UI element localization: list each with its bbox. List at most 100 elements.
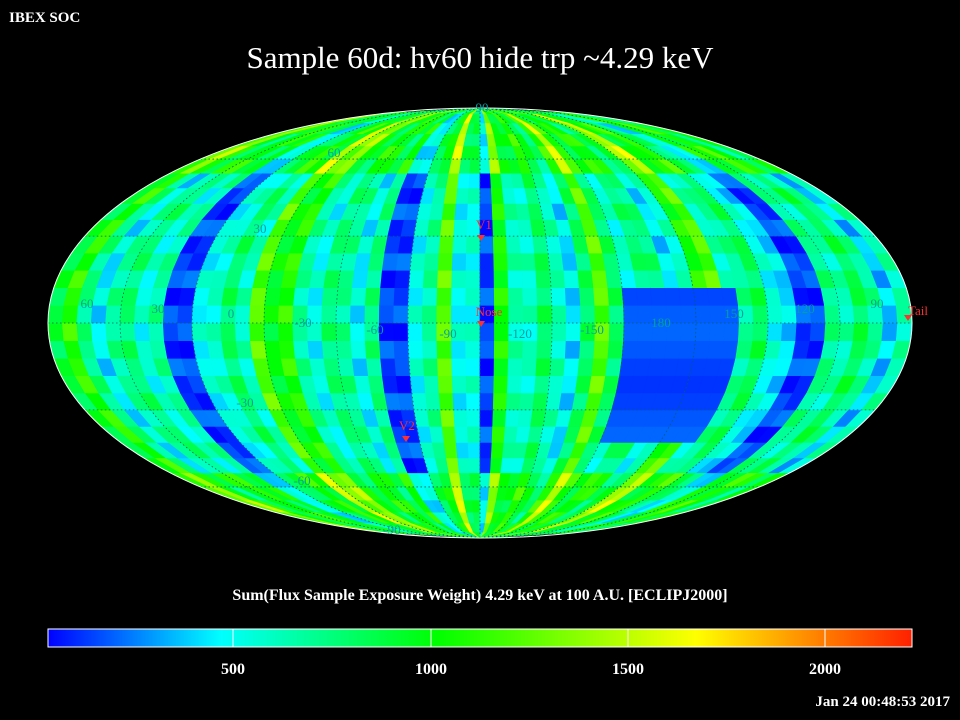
map-cell [452,392,468,411]
lon-label: 0 [228,306,235,321]
map-cell [752,322,769,342]
map-cell [278,287,296,306]
map-cell [503,426,519,443]
map-cell [409,252,426,271]
map-cell [451,375,467,394]
map-cell [234,304,251,324]
map-cell [492,219,507,237]
lon-label: -30 [294,315,311,330]
map-cell [522,287,538,306]
map-cell [321,340,339,359]
map-cell [520,375,537,394]
map-cell [450,287,467,306]
map-cell [664,340,682,359]
lat-label: 60 [328,145,341,160]
map-cell [721,340,739,359]
map-cell [520,252,537,271]
map-cell [422,287,438,306]
map-cell [479,392,494,411]
map-cell [471,499,481,513]
map-cell [605,269,623,289]
map-cell [335,322,352,342]
map-cell [468,457,481,474]
map-cell [608,304,625,324]
map-cell [438,235,455,254]
map-cell [547,375,565,394]
map-cell [492,235,508,254]
map-cell [621,340,639,359]
map-cell [491,203,506,220]
map-cell [532,235,549,254]
map-cell [221,287,239,306]
map-cell [479,158,491,174]
map-cell [522,304,538,324]
map-cell [466,409,481,427]
map-cell [429,203,445,220]
map-cell [591,269,609,289]
map-cell [490,442,505,459]
map-cell [465,340,481,359]
lon-label: 90 [871,296,884,311]
map-cell [293,287,310,306]
map-cell [220,322,237,342]
map-cell [408,357,425,377]
map-cell [580,304,596,324]
lat-label: -90 [383,522,400,537]
lon-label: 180 [651,315,671,330]
map-cell [521,357,538,377]
map-cell [467,426,481,443]
map-cell [350,304,366,324]
map-cell [809,322,826,342]
map-cell [249,322,266,342]
map-cell [379,287,396,306]
map-cell [366,357,383,377]
map-cell [407,340,424,359]
map-cell [407,322,423,342]
map-cell [623,304,639,324]
map-cell [534,252,551,271]
map-cell [471,133,481,147]
map-cell [591,357,609,377]
map-cell [381,375,399,394]
map-cell [119,322,136,342]
lat-label: -30 [236,395,253,410]
map-cell [443,442,458,459]
map-cell [48,322,65,342]
map-cell [532,392,549,411]
map-cell [191,322,208,342]
lat-label: -60 [293,473,310,488]
map-cell [680,304,697,324]
map-cell [824,322,841,342]
map-cell [579,287,596,306]
map-cell [278,322,294,342]
map-cell [393,287,410,306]
map-cell [723,322,740,342]
map-cell [479,269,495,289]
map-cell [293,340,310,359]
map-cell [607,340,624,359]
map-cell [381,252,399,271]
map-cell [469,158,481,174]
map-cell [451,269,467,289]
map-cell [895,322,912,342]
map-cell [422,357,439,377]
map-cell [264,340,282,359]
map-cell [470,486,481,501]
map-cell [565,304,582,324]
map-cell [234,322,251,342]
map-cell [492,392,508,411]
map-cell [692,340,710,359]
map-cell [321,304,337,324]
map-cell [177,322,194,342]
map-cell [721,287,739,306]
map-cell [506,252,523,271]
map-cell [472,122,481,135]
map-cell [235,340,254,359]
map-cell [536,287,553,306]
map-cell [493,375,509,394]
map-cell [206,340,225,359]
map-cell [436,304,452,324]
map-cell [250,287,268,306]
map-cell [177,304,194,324]
map-cell [623,322,639,342]
